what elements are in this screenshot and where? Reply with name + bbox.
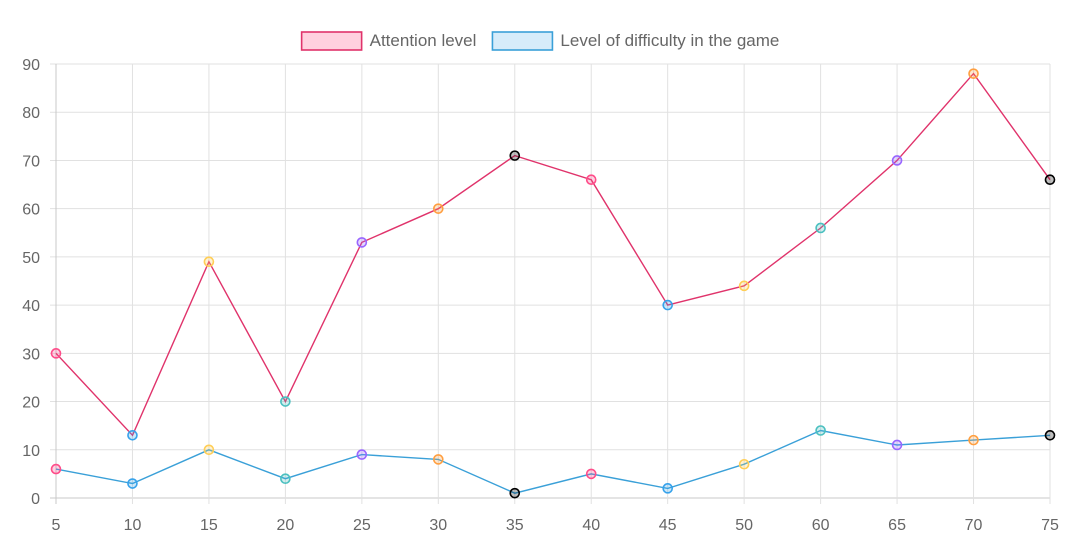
data-point [433,454,444,465]
y-tick-label: 60 [22,202,40,219]
legend-label: Level of difficulty in the game [560,31,779,50]
data-point [815,425,826,436]
chart-axes: 0 10 20 30 40 50 60 70 80 90 5 10 15 20 25 30 35 40 45 50 60… [22,57,1059,534]
x-tick-label: 60 [812,517,830,534]
y-tick-label: 50 [22,250,40,267]
x-tick-label: 10 [124,517,142,534]
x-tick-label: 50 [735,517,753,534]
data-point [968,68,979,79]
data-point [509,150,521,161]
data-point [891,439,903,451]
data-point [280,396,291,407]
data-point [1044,174,1056,186]
data-point [509,487,521,499]
x-tick-label: 65 [888,517,906,534]
series-line [55,72,1051,437]
series-line [55,429,1051,494]
legend-swatch [300,31,363,51]
data-point [662,299,673,311]
data-point [127,478,138,489]
data-point [585,174,597,186]
x-tick-label: 25 [353,517,371,534]
chart-legend: Attention level Level of difficulty in th… [300,31,779,51]
data-point [356,237,368,248]
y-tick-label: 80 [22,105,40,122]
series-1 [50,68,1056,441]
series-2 [50,425,1056,499]
data-point [1044,430,1056,441]
y-tick-label: 20 [22,395,40,412]
data-point [356,449,368,460]
y-tick-label: 0 [31,491,40,508]
data-point [280,473,291,485]
legend-swatch [491,31,554,51]
data-point [50,348,62,359]
x-tick-label: 70 [965,517,983,534]
data-point [433,203,444,214]
x-tick-label: 30 [429,517,447,534]
data-point [203,444,215,456]
y-tick-label: 30 [22,346,40,363]
data-point [815,222,826,234]
data-point [585,468,597,480]
data-point [738,280,750,292]
data-point [968,434,979,446]
y-tick-label: 10 [22,443,40,460]
x-tick-label: 75 [1041,517,1059,534]
chart-grid [50,63,1051,504]
legend-item-1: Attention level [300,31,477,51]
x-tick-label: 5 [52,517,61,534]
y-tick-label: 90 [22,57,40,74]
legend-item-2: Level of difficulty in the game [491,31,779,51]
data-point [891,155,903,166]
data-point [127,430,138,441]
data-point [203,256,215,268]
x-tick-label: 20 [276,517,294,534]
data-point [738,458,750,470]
y-tick-label: 70 [22,153,40,170]
x-tick-label: 45 [659,517,677,534]
data-point [662,483,673,494]
legend-label: Attention level [370,31,477,50]
data-point [50,463,62,475]
chart-series [50,68,1056,499]
x-tick-label: 35 [506,517,524,534]
x-tick-label: 40 [582,517,600,534]
y-tick-label: 40 [22,298,40,315]
x-tick-label: 15 [200,517,218,534]
